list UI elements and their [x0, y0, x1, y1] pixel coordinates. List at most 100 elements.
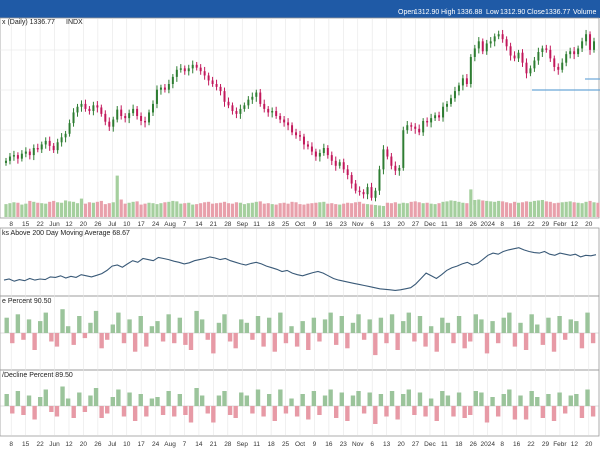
volume-bar — [421, 203, 425, 217]
candle-body — [88, 108, 91, 112]
histogram-bar — [65, 398, 71, 406]
candle-body — [96, 105, 99, 108]
histogram-bar — [518, 395, 523, 406]
histogram-bar — [144, 333, 149, 347]
histogram-bar — [423, 333, 428, 347]
volume-bar — [123, 203, 127, 217]
histogram-bar — [462, 406, 467, 418]
volume-bar — [119, 199, 123, 217]
volume-bar — [469, 189, 473, 217]
histogram-bar — [205, 333, 210, 340]
candle-body — [477, 41, 480, 49]
x-tick-label: 20 — [585, 221, 593, 228]
histogram-bar — [26, 395, 32, 406]
volume-bar — [48, 201, 52, 217]
histogram-bar — [395, 333, 400, 350]
histogram-bar — [227, 406, 233, 415]
volume-bar — [262, 203, 266, 217]
histogram-bar — [473, 391, 479, 406]
histogram-bar — [361, 333, 367, 340]
close-label: Close — [527, 9, 545, 16]
candle-body — [283, 119, 286, 123]
volume-bar — [385, 202, 389, 217]
volume-bar — [512, 201, 517, 217]
histogram-bar — [322, 395, 328, 406]
chart-header-bar: Open 1312.90 High 1336.88 Low 1312.90 Cl… — [0, 0, 600, 18]
volume-bar — [246, 203, 250, 217]
candle-body — [275, 111, 278, 116]
histogram-bar — [149, 326, 155, 333]
volume-bar — [489, 201, 493, 217]
x-tick-label: Jun — [49, 221, 60, 228]
volume-bar — [568, 201, 572, 217]
x-tick-label: 28 — [224, 441, 232, 448]
candle-body — [394, 165, 397, 171]
volume-bar — [218, 202, 223, 217]
candle-body — [434, 115, 437, 119]
histogram-bar — [49, 333, 54, 342]
candle-body — [195, 64, 198, 68]
x-tick-label: 2024 — [480, 221, 495, 228]
low-value: 1312.90 — [500, 9, 526, 16]
x-tick-label: Dec — [424, 221, 436, 228]
histogram-bar — [562, 406, 568, 414]
open-value: 1312.90 — [414, 9, 440, 16]
histogram-bar — [194, 388, 199, 406]
volume-bar — [389, 203, 393, 217]
candle-body — [382, 149, 385, 170]
x-tick-label: 18 — [268, 441, 276, 448]
histogram-bar — [440, 391, 445, 406]
histogram-bar — [428, 326, 434, 333]
volume-bar — [358, 201, 362, 217]
candle-body — [148, 112, 151, 123]
high-label: High — [441, 9, 456, 16]
histogram-bar — [585, 312, 590, 333]
candle-body — [338, 162, 341, 166]
candle-body — [593, 41, 596, 50]
histogram-bar — [172, 333, 177, 344]
volume-bar — [306, 203, 310, 217]
histogram-bar — [395, 406, 400, 420]
histogram-bar — [406, 389, 411, 406]
candle-body — [243, 105, 246, 109]
volume-bar — [214, 203, 219, 217]
histogram-bar — [512, 333, 518, 347]
candle-body — [438, 115, 441, 118]
histogram-bar — [71, 406, 76, 418]
x-tick-label: Oct — [295, 441, 305, 448]
candle-body — [513, 55, 516, 59]
candle-body — [485, 43, 488, 52]
candle-body — [449, 98, 452, 104]
histogram-bar — [462, 333, 467, 349]
histogram-bar — [568, 319, 573, 333]
histogram-bar — [456, 316, 462, 333]
volume-bar — [461, 202, 465, 217]
histogram-bar — [294, 406, 300, 417]
candle-body — [418, 128, 421, 133]
histogram-bar — [222, 391, 227, 406]
candle-body — [346, 169, 349, 176]
volume-bar — [95, 201, 99, 217]
volume-bar — [286, 203, 290, 217]
histogram-bar — [88, 322, 93, 333]
histogram-bar — [283, 406, 289, 414]
x-tick-label: 20 — [585, 441, 593, 448]
histogram-bar — [535, 397, 540, 406]
volume-bar — [155, 204, 159, 217]
x-tick-label: 7 — [183, 441, 187, 448]
volume-bar — [230, 203, 235, 217]
histogram-bar — [10, 406, 15, 414]
volume-bar — [179, 203, 183, 217]
volume-bar — [298, 204, 302, 217]
volume-bar — [187, 202, 191, 217]
volume-bar — [540, 199, 544, 217]
histogram-panel-3 — [0, 309, 599, 356]
x-tick-label: 23 — [340, 221, 348, 228]
volume-bar — [584, 201, 588, 217]
histogram-bar — [4, 317, 9, 333]
histogram-bar — [289, 326, 294, 333]
candle-body — [271, 111, 274, 113]
candle-body — [223, 91, 226, 102]
candle-body — [24, 151, 27, 154]
volume-bar — [576, 202, 580, 217]
